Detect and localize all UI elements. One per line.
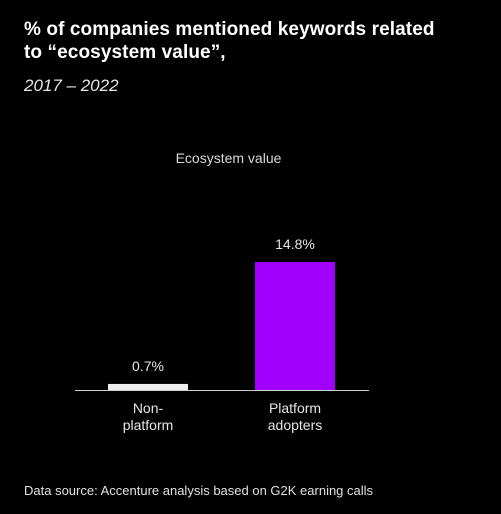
chart-subtitle: 2017 – 2022 bbox=[24, 76, 119, 95]
bar-0 bbox=[108, 383, 188, 390]
bar-1 bbox=[255, 262, 335, 390]
data-label-0: 0.7% bbox=[132, 358, 164, 374]
category-label-0-1: platform bbox=[123, 417, 174, 433]
category-label-1-0: Platform bbox=[269, 400, 321, 416]
data-label-1: 14.8% bbox=[275, 236, 315, 252]
chart-title: Ecosystem value bbox=[175, 150, 282, 166]
chart-heading-line-2: to “ecosystem value”, bbox=[24, 42, 226, 63]
data-source-note: Data source: Accenture analysis based on… bbox=[24, 483, 374, 498]
chart-heading-line-1: % of companies mentioned keywords relate… bbox=[24, 19, 435, 40]
category-label-0-0: Non- bbox=[133, 400, 164, 416]
category-label-1-1: adopters bbox=[268, 417, 322, 433]
chart-heading: % of companies mentioned keywords relate… bbox=[24, 18, 484, 64]
